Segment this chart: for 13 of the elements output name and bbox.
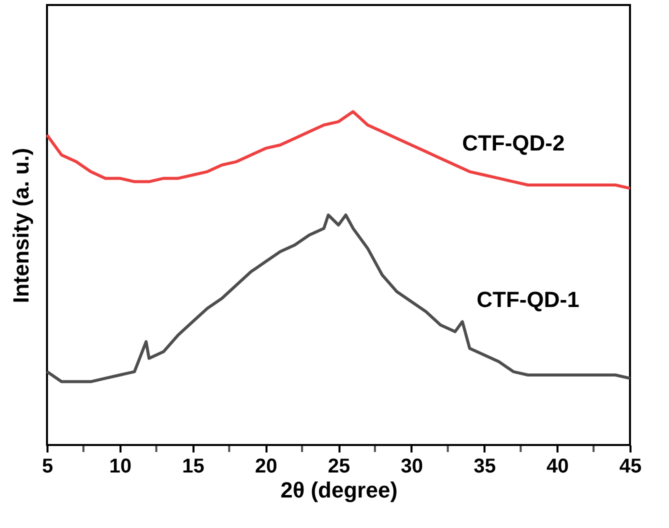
x-tick-label: 10 xyxy=(109,456,132,478)
x-tick-label: 15 xyxy=(182,456,204,478)
series-label: CTF-QD-1 xyxy=(476,287,580,312)
series-label: CTF-QD-2 xyxy=(462,130,565,156)
y-axis-title: Intensity (a. u.) xyxy=(8,148,34,304)
x-tick-label: 5 xyxy=(42,456,54,478)
x-tick-label: 40 xyxy=(546,456,569,478)
x-axis-title: 2θ (degree) xyxy=(280,478,398,502)
x-tick-label: 20 xyxy=(255,456,278,478)
x-tick-label: 30 xyxy=(400,456,423,478)
x-tick-label: 45 xyxy=(619,456,642,478)
x-tick-label: 25 xyxy=(328,456,350,478)
x-tick-label: 35 xyxy=(474,456,496,478)
